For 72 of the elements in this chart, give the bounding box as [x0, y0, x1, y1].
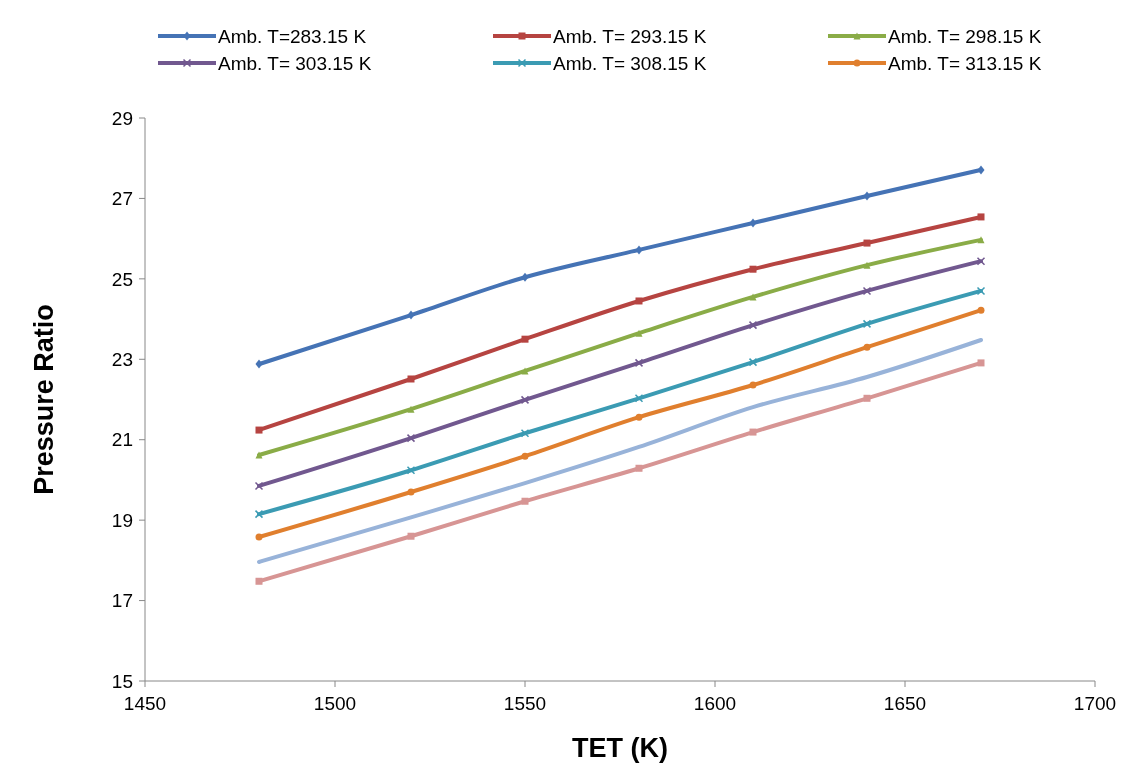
point [634, 358, 644, 368]
point [254, 509, 264, 519]
x-tick-label: 1600 [693, 693, 737, 714]
y-tick-label: 23 [111, 348, 133, 370]
point [977, 236, 985, 244]
point [407, 405, 415, 413]
point [976, 256, 986, 266]
point [407, 375, 415, 383]
point [255, 426, 263, 434]
point [255, 451, 263, 459]
point [635, 329, 643, 337]
point [977, 213, 985, 221]
x-tick-label: 1500 [313, 693, 357, 714]
point [521, 272, 529, 282]
legend-label: Amb. T= 303.15 K [218, 52, 372, 74]
point [521, 367, 529, 375]
point [407, 488, 415, 496]
point [521, 452, 529, 460]
legend-label: Amb. T=283.15 K [218, 25, 367, 47]
point [406, 433, 416, 443]
point [863, 191, 871, 201]
legend-label: Amb. T= 313.15 K [888, 52, 1042, 74]
legend-label: Amb. T= 298.15 K [888, 25, 1042, 47]
line-series [257, 337, 983, 564]
point [255, 359, 263, 369]
point [521, 497, 529, 505]
point [977, 165, 985, 175]
point [863, 343, 871, 351]
point [635, 464, 643, 472]
point [407, 532, 415, 540]
point [635, 245, 643, 255]
point [748, 357, 758, 367]
point [976, 286, 986, 296]
x-tick-label: 1450 [123, 693, 167, 714]
point [749, 293, 757, 301]
point [407, 310, 415, 320]
point [749, 381, 757, 389]
x-tick-label: 1700 [1073, 693, 1117, 714]
point [977, 306, 985, 314]
point [635, 297, 643, 305]
point [521, 335, 529, 343]
point [862, 319, 872, 329]
point [863, 261, 871, 269]
legend-label: Amb. T= 308.15 K [553, 52, 707, 74]
point [406, 466, 416, 475]
y-tick-label: 27 [111, 188, 133, 210]
y-axis-title: Pressure Ratio [29, 304, 59, 495]
x-tick-label: 1650 [883, 693, 927, 714]
y-tick-label: 19 [111, 509, 133, 531]
legend-label: Amb. T= 293.15 K [553, 25, 707, 47]
point [520, 395, 530, 405]
point [748, 320, 758, 330]
y-tick-label: 25 [111, 268, 133, 290]
point [254, 481, 264, 491]
point [749, 428, 757, 436]
point [635, 413, 643, 421]
point [255, 533, 263, 541]
x-tick-label: 1550 [503, 693, 547, 714]
x-axis-title: TET (K) [572, 733, 668, 763]
point [749, 265, 757, 273]
point [255, 577, 263, 585]
y-tick-label: 21 [111, 429, 133, 451]
point [862, 286, 872, 296]
point [749, 218, 757, 228]
y-tick-label: 29 [111, 107, 133, 129]
point [520, 429, 530, 438]
y-tick-label: 17 [111, 590, 133, 612]
point [977, 359, 985, 367]
point [634, 394, 644, 403]
point [863, 239, 871, 247]
point [863, 394, 871, 402]
y-tick-label: 15 [111, 670, 133, 692]
